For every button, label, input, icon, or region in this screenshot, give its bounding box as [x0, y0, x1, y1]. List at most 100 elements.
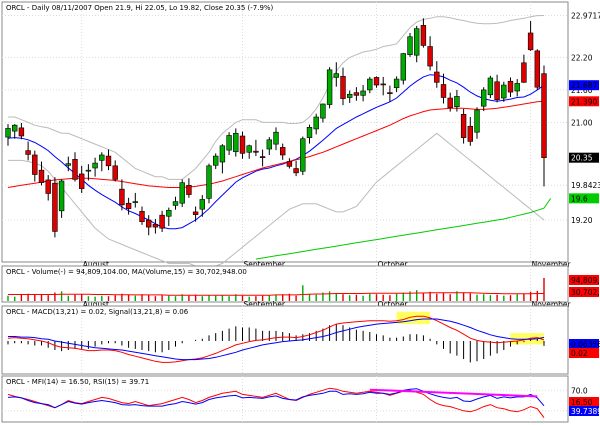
candle-body [112, 165, 118, 180]
candle-body [534, 50, 541, 88]
oscillator-lines [7, 387, 545, 418]
candle-body [172, 201, 179, 206]
price-value-tag-label: 21.687 [571, 81, 597, 90]
candle [52, 177, 58, 238]
candle [45, 175, 51, 201]
candle-body [346, 93, 353, 98]
price-y-axis: 22.9717 22.20 21.60 21.00 19.8423 19.20 [571, 12, 600, 226]
candle [460, 108, 467, 144]
price-title: ORCL - Daily 08/11/2007 Open 21.9, Hi 22… [6, 4, 274, 12]
oscillator-value-tag-bg [569, 397, 599, 407]
candle-body [65, 163, 72, 166]
candle [186, 178, 192, 198]
candle [279, 143, 286, 160]
candle [346, 90, 353, 103]
candle [534, 49, 541, 90]
candle [306, 124, 313, 144]
candle-body [239, 135, 246, 154]
candle-body [480, 89, 487, 107]
candle [38, 161, 45, 186]
candle-body [474, 109, 480, 133]
candle-body [306, 127, 313, 138]
candle [434, 61, 440, 88]
price-value-tag-bg [569, 193, 599, 204]
candle-body [152, 224, 159, 228]
candle-body [52, 182, 58, 232]
candle [179, 179, 185, 208]
candle-body [146, 219, 152, 228]
candle-body [12, 124, 18, 132]
candle-body [420, 25, 427, 46]
candle [507, 77, 514, 97]
candle-body [259, 156, 266, 158]
candle [454, 89, 460, 112]
candle [152, 218, 159, 234]
volume-x-label: August [83, 300, 109, 309]
candle-body [213, 155, 219, 166]
candle [25, 141, 31, 161]
macd-highlight-box [396, 311, 431, 325]
candle-body [266, 139, 272, 150]
candle [373, 76, 380, 88]
candle [226, 132, 232, 155]
candle [447, 92, 453, 112]
candle [146, 215, 152, 236]
candle-body [427, 46, 433, 67]
price-y-tick-label: 22.9717 [571, 12, 600, 21]
candle-body [286, 161, 293, 167]
candle [360, 85, 366, 102]
candle [246, 144, 252, 159]
candle-body [179, 182, 185, 204]
candle [527, 21, 534, 51]
oscillator-value-tag-label: 39.7389 [571, 407, 600, 416]
candle [494, 74, 500, 103]
macd-value-tag: 0.02 [569, 348, 599, 358]
candle [139, 206, 145, 225]
candle-body [186, 185, 192, 195]
moving-average-line [7, 100, 545, 188]
candle-body [501, 84, 507, 99]
candle [313, 113, 319, 135]
candle-body [440, 84, 447, 98]
candle [99, 152, 105, 172]
volume-ma [8, 292, 544, 296]
candle-body [434, 71, 440, 83]
candle-body [407, 36, 413, 55]
candle-body [253, 150, 259, 153]
price-x-label: November [532, 260, 572, 269]
candle [501, 81, 507, 102]
candle [166, 207, 172, 227]
candle-body [38, 169, 45, 183]
price-x-label: October [378, 260, 409, 269]
price-panel [1, 1, 569, 263]
candle [58, 179, 65, 218]
candle-body [360, 90, 366, 96]
price-y-tick-label: 19.8423 [571, 181, 600, 190]
macd-value-tag-label: 0.063569 [571, 340, 600, 349]
candle [440, 73, 447, 104]
candle-body [313, 116, 319, 130]
candle [119, 179, 125, 211]
candle [340, 67, 346, 106]
macd-value-tag-bg [569, 348, 599, 358]
candle-body [494, 81, 500, 100]
candle [333, 62, 339, 87]
candle-body [467, 125, 473, 142]
candle [213, 153, 219, 170]
candles [5, 18, 547, 238]
candle-body [119, 188, 125, 206]
candle-body [367, 78, 373, 91]
candle-body [105, 155, 112, 167]
candle [380, 76, 386, 96]
candle-body [5, 128, 11, 138]
candle-body [300, 138, 306, 172]
candle-body [206, 165, 212, 199]
volume-panel [1, 265, 569, 303]
candle [521, 54, 527, 83]
candle-body [387, 92, 393, 95]
candle [132, 192, 138, 208]
candle [65, 156, 72, 172]
candle [12, 124, 18, 139]
candle-body [79, 173, 85, 189]
candle [219, 144, 226, 174]
